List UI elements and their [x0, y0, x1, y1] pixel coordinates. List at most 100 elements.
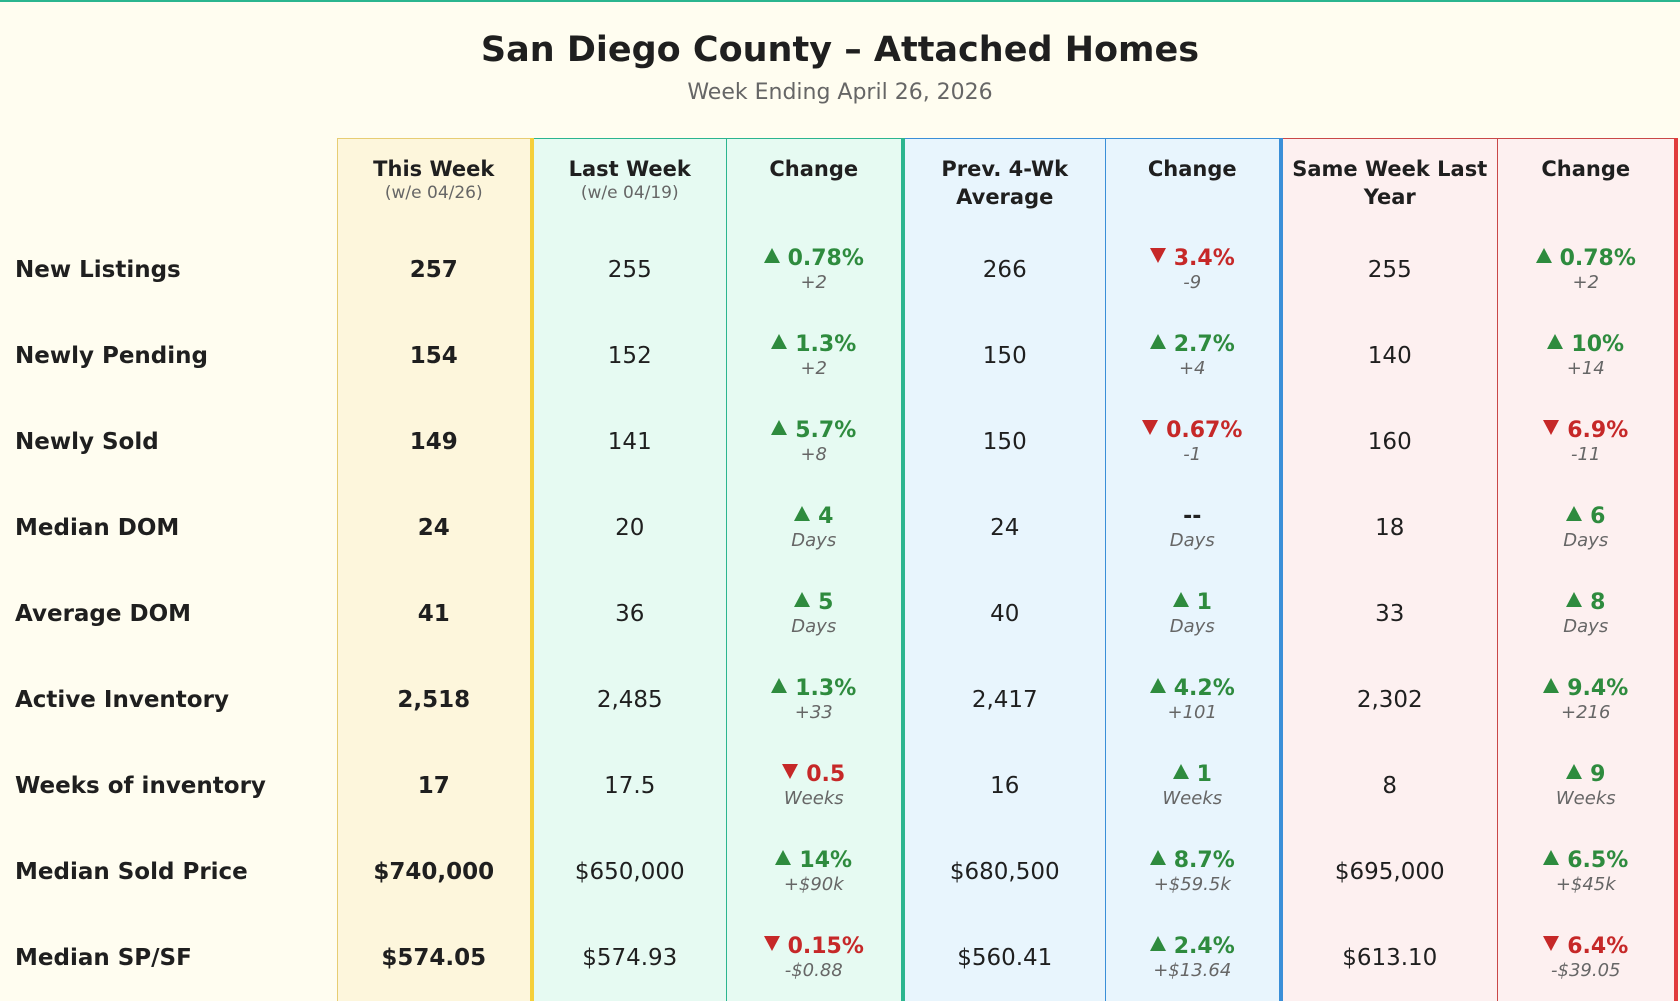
row: Newly Pending 154 152 1.3% +2 150 2.7% +4 140 10%… [0, 312, 1678, 399]
row: New Listings 257 255 0.78% +2 266 3.4% -9 255 0.7… [0, 226, 1678, 313]
column-title: Prev. 4-Wk Average [941, 157, 1069, 209]
change-detail: +$59.5k [1153, 873, 1231, 895]
header-row: This Week (w/e 04/26) Last Week (w/e 04/19)… [0, 138, 1678, 227]
row-label: Average DOM [15, 600, 192, 627]
change-cell: 6.9% -11 [1497, 398, 1678, 485]
change-text: 0.5 [806, 761, 846, 787]
change-cell: 14% +$90k [726, 828, 905, 915]
change-text: 8.7% [1173, 847, 1235, 873]
change-detail: Weeks [783, 787, 844, 809]
value-cell: $740,000 [336, 828, 534, 915]
change-value: 1.3% [727, 332, 902, 358]
value-cell: 255 [532, 226, 727, 313]
up-arrow [1566, 505, 1583, 521]
value-cell: 18 [1281, 484, 1498, 571]
change-cell: 4 Days [726, 484, 905, 571]
up-arrow [794, 591, 811, 607]
change-value: 0.78% [727, 246, 902, 272]
change-cell: 0.78% +2 [1497, 226, 1678, 313]
change-detail: Days [791, 615, 837, 637]
stats-table: This Week (w/e 04/26) Last Week (w/e 04/19)… [0, 138, 1678, 1001]
column-title: Last Week [568, 157, 691, 181]
change-cell: 1.3% +2 [726, 312, 905, 399]
change-text: 1 [1196, 761, 1212, 787]
value-cell: 36 [532, 570, 727, 657]
change-detail: Weeks [1162, 787, 1223, 809]
change-value: 9 [1498, 762, 1675, 788]
corner [0, 139, 337, 227]
value-cell: 160 [1281, 398, 1498, 485]
change-cell: 5 Days [726, 570, 905, 657]
up-arrow [1172, 591, 1189, 607]
change-cell: 2.4% +$13.64 [1105, 914, 1283, 1001]
column-header: Change [1105, 138, 1283, 227]
value-cell: 41 [336, 570, 534, 657]
change-text: 4 [818, 503, 834, 529]
change-text: 1 [1196, 589, 1212, 615]
row: Weeks of inventory 17 17.5 0.5 Weeks 16 1 Weeks… [0, 742, 1678, 829]
change-text: 0.78% [787, 245, 864, 271]
value-cell: 16 [903, 742, 1106, 829]
change-value: 6.5% [1498, 848, 1675, 874]
change-detail: +101 [1167, 701, 1217, 723]
change-detail: +14 [1566, 357, 1605, 379]
change-detail: Days [1169, 615, 1215, 637]
change-cell: 9 Weeks [1497, 742, 1678, 829]
down-arrow [1543, 419, 1560, 435]
change-text: 6.5% [1567, 847, 1629, 873]
value-cell: 40 [903, 570, 1106, 657]
row-label: Weeks of inventory [15, 772, 266, 799]
change-cell: 6 Days [1497, 484, 1678, 571]
change-detail: Days [1563, 529, 1609, 551]
value-cell: 150 [903, 312, 1106, 399]
change-detail: -$39.05 [1551, 959, 1621, 981]
value-cell: 17 [336, 742, 534, 829]
row-label: Active Inventory [15, 686, 229, 713]
change-detail: +8 [800, 443, 828, 465]
up-arrow [771, 419, 788, 435]
value-cell: 33 [1281, 570, 1498, 657]
change-value: 0.5 [727, 762, 902, 788]
change-text: 9 [1590, 761, 1606, 787]
change-cell: 3.4% -9 [1105, 226, 1283, 313]
change-value: 3.4% [1106, 246, 1280, 272]
column-title: Change [1147, 157, 1237, 181]
change-cell: 9.4% +216 [1497, 656, 1678, 743]
up-arrow [775, 849, 792, 865]
row: Newly Sold 149 141 5.7% +8 150 0.67% -1 160 6.9% -… [0, 398, 1678, 485]
change-cell: 5.7% +8 [726, 398, 905, 485]
change-value: 2.7% [1106, 332, 1280, 358]
change-value: 4 [727, 504, 902, 530]
value-cell: $560.41 [903, 914, 1106, 1001]
column-header: Last Week (w/e 04/19) [532, 138, 727, 227]
change-value: 14% [727, 848, 902, 874]
value-cell: 8 [1281, 742, 1498, 829]
value-cell: 154 [336, 312, 534, 399]
column-title: This Week [373, 157, 495, 181]
up-arrow [771, 677, 788, 693]
row: Active Inventory 2,518 2,485 1.3% +33 2,417 4.… [0, 656, 1678, 743]
change-detail: -11 [1571, 443, 1601, 465]
value-cell: 2,485 [532, 656, 727, 743]
column-header: Same Week Last Year [1281, 138, 1498, 227]
change-value: 0.67% [1106, 418, 1280, 444]
change-detail: Weeks [1555, 787, 1616, 809]
value-cell: 255 [1281, 226, 1498, 313]
change-cell: 2.7% +4 [1105, 312, 1283, 399]
change-text: 1.3% [795, 675, 857, 701]
value-cell: 2,417 [903, 656, 1106, 743]
up-arrow [1547, 333, 1564, 349]
change-text: 14% [799, 847, 853, 873]
column-title: Change [1541, 157, 1631, 181]
change-cell: 0.78% +2 [726, 226, 905, 313]
change-cell: 8.7% +$59.5k [1105, 828, 1283, 915]
change-value: 0.78% [1498, 246, 1675, 272]
change-detail: Days [1169, 529, 1215, 551]
up-arrow [1149, 849, 1166, 865]
value-cell: $613.10 [1281, 914, 1498, 1001]
down-arrow [1543, 935, 1560, 951]
change-cell: 0.15% -$0.88 [726, 914, 905, 1001]
value-cell: 141 [532, 398, 727, 485]
change-value: 4.2% [1106, 676, 1280, 702]
up-arrow [1543, 677, 1560, 693]
